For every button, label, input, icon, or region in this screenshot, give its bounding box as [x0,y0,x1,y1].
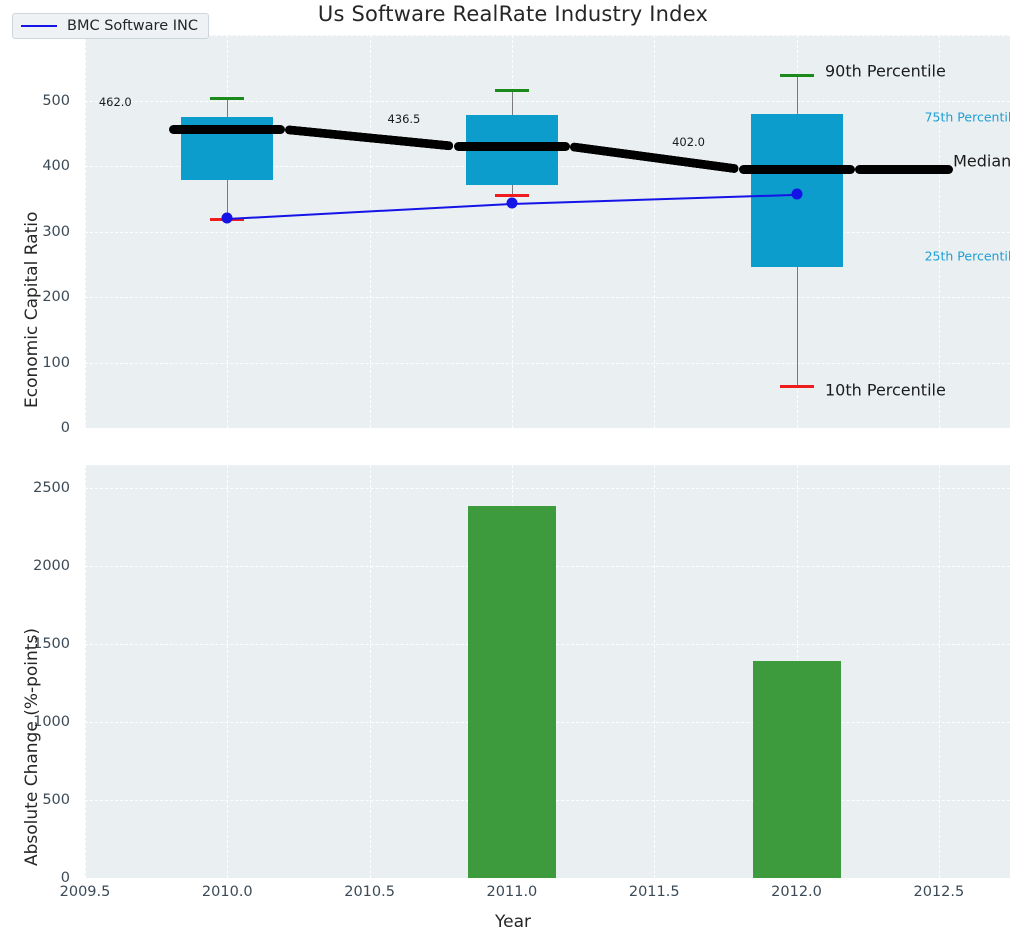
bottom-y-tick: 1500 [33,636,70,653]
gridline-vertical [654,35,656,428]
median-value-label: 462.0 [98,95,132,110]
gridline-horizontal [85,231,1010,233]
gridline-horizontal [85,488,1010,490]
x-tick: 2012.0 [771,884,822,900]
bottom-y-tick: 2000 [33,558,70,575]
top-plot-area: 462.0 436.5 402.0 90th Percentile 75th Perce… [85,35,1010,428]
top-y-tick: 300 [42,223,70,240]
bottom-y-axis-label: Absolute Change (%-points) [22,628,42,866]
absolute-change-bar [467,505,556,878]
top-y-tick: 0 [60,420,70,436]
gridline-vertical [511,35,513,428]
median-value-label: 402.0 [672,134,705,149]
bottom-plot-area [85,465,1010,878]
gridline-horizontal [85,362,1010,364]
gridline-vertical [227,465,229,878]
median-bar [453,142,570,152]
gridline-vertical [85,35,86,428]
bottom-y-tick: 1000 [33,714,70,731]
x-tick: 2011.5 [628,884,680,900]
gridline-vertical [938,465,940,878]
x-tick: 2009.5 [59,884,111,900]
annotation-10th-percentile: 10th Percentile [825,380,946,400]
gridline-vertical [85,465,86,878]
gridline-vertical [938,35,940,428]
bmc-marker [506,197,518,209]
x-tick: 2010.5 [344,884,395,900]
x-tick: 2011.0 [486,884,538,900]
top-y-tick: 100 [42,354,70,371]
median-bar [854,164,953,174]
x-axis-label: Year [495,912,531,932]
x-tick: 2010.0 [201,884,253,900]
top-y-tick: 200 [42,289,70,305]
gridline-vertical [654,465,656,878]
bmc-marker [791,188,803,200]
whisker-cap-p90 [779,74,814,78]
bottom-y-tick: 2500 [33,480,70,497]
median-value-label: 436.5 [387,112,421,127]
absolute-change-bar [752,660,841,878]
gridline-horizontal [85,297,1010,298]
annotation-25th-percentile: 25th Percentile [924,248,1010,264]
top-y-axis-label: Economic Capital Ratio [22,211,42,408]
gridline-horizontal [85,35,1010,36]
bottom-y-tick: 500 [42,792,70,809]
annotation-90th-percentile: 90th Percentile [825,61,946,81]
top-y-tick: 500 [42,92,70,109]
whisker-cap-p90 [494,88,529,92]
gridline-vertical [369,35,371,428]
gridline-vertical [227,35,229,428]
gridline-vertical [369,465,371,878]
bottom-y-tick: 0 [60,870,70,886]
annotation-75th-percentile: 75th Percentile [924,109,1010,125]
whisker-cap-p10 [779,384,814,388]
median-bar [738,164,855,174]
bmc-marker [221,212,233,224]
gridline-horizontal [85,100,1010,102]
whisker-cap-p10 [494,194,529,198]
chart-title: Us Software RealRate Industry Index [317,2,709,26]
annotation-median: Median [953,151,1010,171]
median-bar [169,125,286,135]
x-tick: 2012.5 [913,884,965,900]
top-y-tick: 400 [42,158,70,174]
legend-line-swatch [21,25,57,27]
whisker-cap-p90 [210,97,245,101]
legend[interactable]: BMC Software INC [12,13,209,39]
legend-label: BMC Software INC [67,18,198,34]
